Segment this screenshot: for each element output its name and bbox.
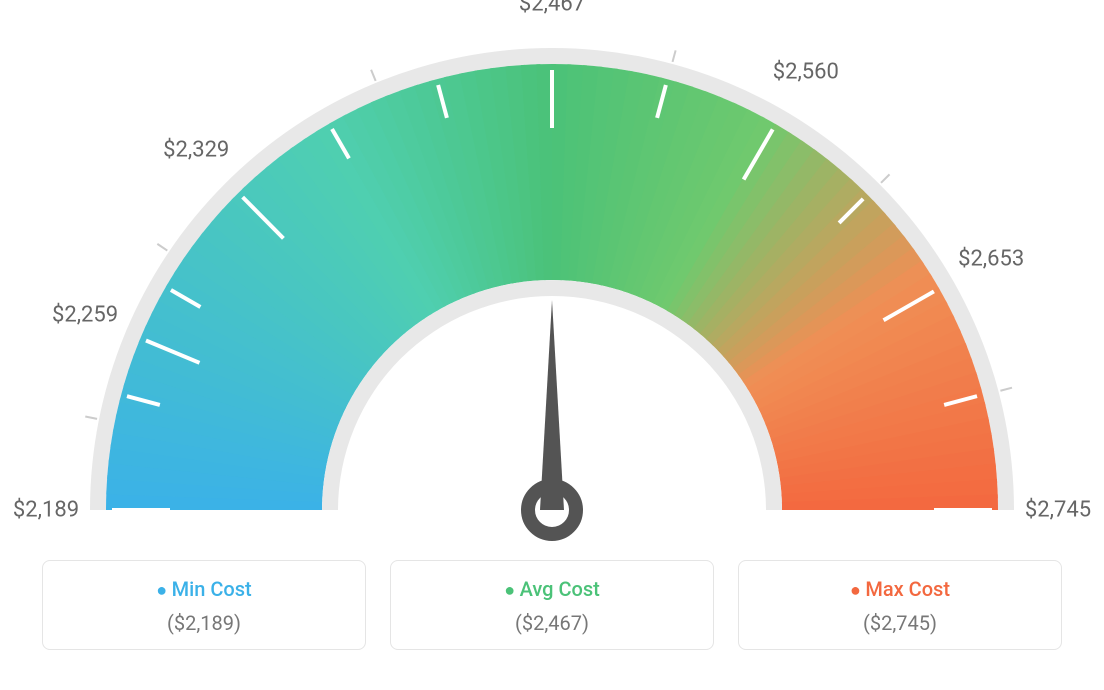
legend-row: Min Cost ($2,189) Avg Cost ($2,467) Max Cost… <box>0 560 1104 650</box>
legend-value-avg: ($2,467) <box>391 611 713 635</box>
gauge-svg <box>0 0 1104 560</box>
gauge-tick-label: $2,653 <box>958 246 1024 271</box>
gauge-frame-tick <box>673 50 676 62</box>
legend-value-min: ($2,189) <box>43 611 365 635</box>
gauge-tick-label: $2,745 <box>1025 498 1091 523</box>
legend-title-max: Max Cost <box>739 577 1061 601</box>
gauge-frame-tick <box>371 70 376 81</box>
gauge-needle <box>540 300 564 510</box>
gauge-tick-label: $2,329 <box>163 138 229 163</box>
legend-card-max: Max Cost ($2,745) <box>738 560 1062 650</box>
gauge-area: $2,189 $2,259 $2,329 $2,467 $2,560 $2,653 $2,7… <box>0 0 1104 560</box>
gauge-tick-label: $2,259 <box>52 303 118 328</box>
gauge-frame-tick <box>157 244 167 251</box>
legend-card-avg: Avg Cost ($2,467) <box>390 560 714 650</box>
cost-gauge-chart: $2,189 $2,259 $2,329 $2,467 $2,560 $2,653 $2,7… <box>0 0 1104 690</box>
gauge-tick-label: $2,467 <box>519 0 585 17</box>
gauge-frame-tick <box>1000 388 1012 391</box>
legend-title-avg: Avg Cost <box>391 577 713 601</box>
gauge-frame-tick <box>85 416 97 418</box>
gauge-tick-label: $2,189 <box>13 498 79 523</box>
legend-title-min: Min Cost <box>43 577 365 601</box>
legend-value-max: ($2,745) <box>739 611 1061 635</box>
legend-card-min: Min Cost ($2,189) <box>42 560 366 650</box>
gauge-frame-tick <box>881 174 890 182</box>
gauge-tick-label: $2,560 <box>773 60 839 85</box>
